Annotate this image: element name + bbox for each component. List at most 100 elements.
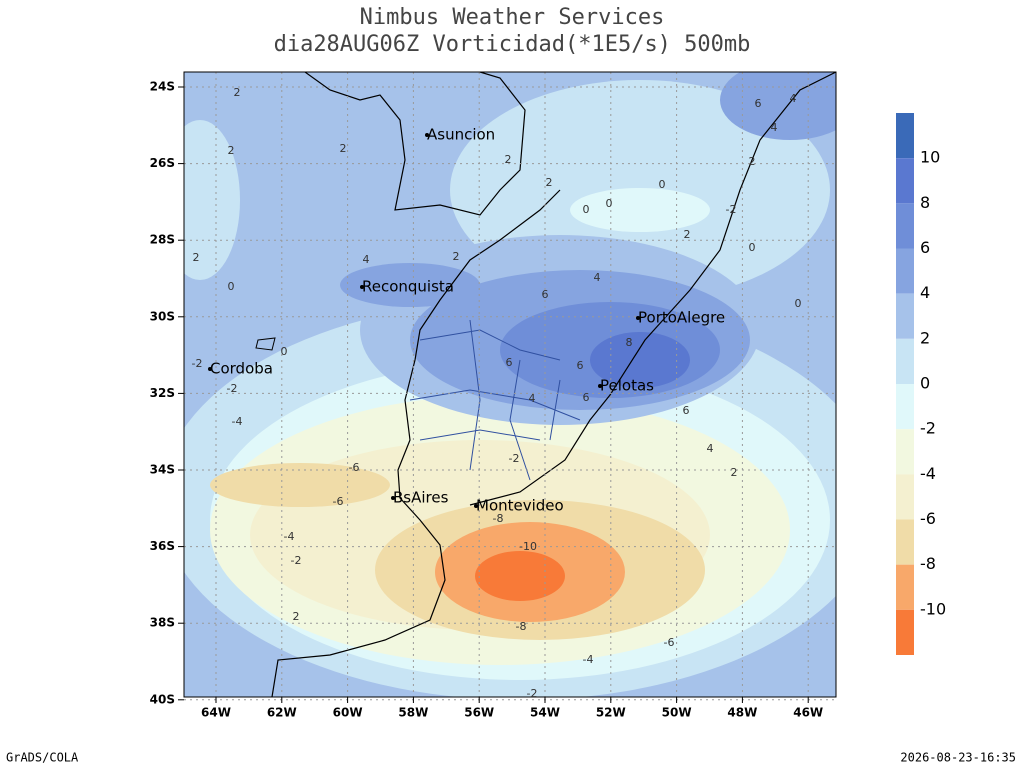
city-dot	[360, 285, 364, 289]
city-label: Pelotas	[600, 377, 654, 395]
colorbar-label: -4	[920, 464, 936, 483]
lon-label: 54W	[530, 706, 560, 720]
contour-label: 0	[659, 178, 666, 191]
contour-label: -4	[583, 653, 594, 666]
lat-label: 36S	[150, 539, 175, 553]
contour-label: -8	[493, 512, 504, 525]
contour-label: 6	[542, 288, 549, 301]
colorbar-box	[896, 203, 914, 249]
contour-label: 2	[340, 142, 347, 155]
colorbar-label: -2	[920, 419, 936, 438]
colorbar-label: -10	[920, 599, 946, 618]
colorbar-box	[896, 609, 914, 655]
graticule: 24S 26S 28S 30S 32S 34S 36S 38S 40S 64W 62W 60W 58W 5…	[150, 72, 836, 720]
plot-frame	[183, 71, 837, 698]
contour-label: -2	[192, 357, 203, 370]
footer-right: 2026-08-23-16:35	[900, 751, 1016, 765]
contour-label: 0	[795, 297, 802, 310]
city-dot	[208, 367, 212, 371]
lat-label: 40S	[150, 692, 175, 706]
contour-label: 4	[363, 253, 370, 266]
contour-label: 2	[684, 228, 691, 241]
lat-label: 32S	[150, 386, 175, 400]
contour-label: 4	[707, 442, 714, 455]
contour-label: 2	[453, 250, 460, 263]
colorbar-label: 0	[920, 374, 930, 393]
contour-label: 6	[583, 391, 590, 404]
contour-label: 0	[281, 345, 288, 358]
lon-label: 50W	[662, 706, 692, 720]
city-dot	[391, 496, 395, 500]
colorbar-box	[896, 474, 914, 520]
contour-label: -2	[291, 554, 302, 567]
contour-label: -4	[232, 415, 243, 428]
contour-label: -2	[509, 452, 520, 465]
city-dot	[636, 316, 640, 320]
contour-label: -4	[284, 530, 295, 543]
contour-label: 6	[755, 97, 762, 110]
lon-label: 52W	[596, 706, 626, 720]
lat-label: 34S	[150, 463, 175, 477]
contour-label: 6	[506, 356, 513, 369]
vorticity-field	[184, 72, 836, 697]
contour-label: 0	[749, 241, 756, 254]
city-label: Asuncion	[427, 126, 495, 144]
city-label: Montevideo	[476, 497, 564, 515]
lon-label: 60W	[333, 706, 363, 720]
footer-left: GrADS/COLA	[6, 751, 79, 765]
contour-label: -6	[664, 636, 675, 649]
city-dot	[474, 504, 478, 508]
lat-label: 26S	[150, 156, 175, 170]
contour-label: -8	[516, 620, 527, 633]
contour-label: 0	[606, 197, 613, 210]
contour-label: -2	[726, 203, 737, 216]
colorbar-box	[896, 158, 914, 204]
contour-label: -10	[519, 540, 537, 553]
contour-label: 8	[626, 336, 633, 349]
contour-label: 6	[577, 359, 584, 372]
colorbar-box	[896, 519, 914, 565]
city-label: Cordoba	[210, 360, 273, 378]
colorbar-label: 10	[920, 148, 940, 167]
contour-label: -6	[333, 495, 344, 508]
contour-label: 4	[790, 92, 797, 105]
contour-label: 2	[228, 144, 235, 157]
contour-label: 2	[234, 86, 241, 99]
lon-label: 64W	[201, 706, 231, 720]
colorbar-box	[896, 564, 914, 610]
contour-label: 6	[683, 404, 690, 417]
city-label: BsAires	[393, 489, 449, 507]
city-label: PortoAlegre	[638, 309, 725, 327]
city-dot	[425, 133, 429, 137]
city-dot	[598, 384, 602, 388]
contour-label: 4	[594, 271, 601, 284]
contour-label: 0	[228, 280, 235, 293]
contour-label: 2	[293, 610, 300, 623]
subtitle: dia28AUG06Z Vorticidad(*1E5/s) 500mb	[274, 32, 751, 57]
lat-label: 28S	[150, 233, 175, 247]
colorbar-label: 4	[920, 283, 930, 302]
contour-label: -2	[527, 687, 538, 700]
colorbar-box	[896, 338, 914, 384]
lat-label: 38S	[150, 616, 175, 630]
contour-label: 4	[529, 392, 536, 405]
colorbar-box	[896, 429, 914, 475]
colorbar: 10 8 6 4 2 0 -2 -4 -6 -8 -10	[896, 113, 946, 655]
contour-label: 4	[771, 121, 778, 134]
city-label: Reconquista	[362, 278, 454, 296]
lon-label: 58W	[398, 706, 428, 720]
lon-label: 48W	[727, 706, 757, 720]
title: Nimbus Weather Services	[360, 5, 665, 30]
contour-label: 2	[193, 251, 200, 264]
colorbar-label: -8	[920, 554, 936, 573]
lon-label: 46W	[793, 706, 823, 720]
colorbar-label: -6	[920, 509, 936, 528]
colorbar-label: 2	[920, 328, 930, 347]
colorbar-label: 6	[920, 238, 930, 257]
contour-label: 2	[731, 466, 738, 479]
lat-label: 30S	[150, 309, 175, 323]
contour-label: -6	[349, 461, 360, 474]
lat-label: 24S	[150, 80, 175, 94]
contour-label: -2	[227, 382, 238, 395]
